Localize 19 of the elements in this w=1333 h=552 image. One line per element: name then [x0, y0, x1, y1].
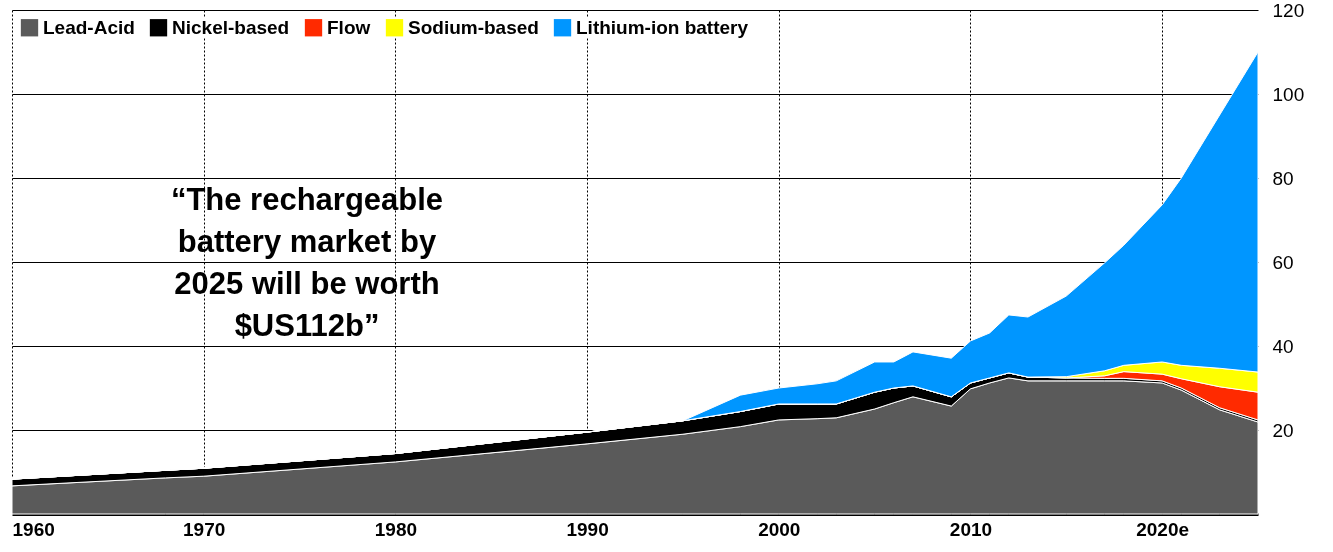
- x-tick-label: 1970: [183, 518, 226, 540]
- legend-label: Lithium-ion battery: [576, 16, 749, 38]
- legend-label: Nickel-based: [172, 16, 290, 38]
- y-tick-label: 100: [1272, 83, 1305, 105]
- legend-label: Sodium-based: [408, 16, 539, 38]
- x-tick-label: 2000: [758, 518, 801, 540]
- y-tick-label: 40: [1272, 335, 1294, 357]
- legend-label: Lead-Acid: [43, 16, 135, 38]
- y-tick-label: 60: [1272, 251, 1294, 273]
- x-tick-label: 2010: [949, 518, 993, 540]
- y-tick-label: 120: [1272, 0, 1305, 21]
- y-tick-label: 80: [1272, 167, 1294, 189]
- x-tick-label: 2020e: [1136, 518, 1190, 540]
- legend-label: Flow: [327, 16, 371, 38]
- x-tick-label: 1960: [12, 518, 55, 540]
- x-tick-label: 1990: [566, 518, 609, 540]
- y-tick-label: 20: [1272, 419, 1294, 441]
- x-tick-label: 1980: [374, 518, 418, 540]
- annotation: “The rechargeable battery market by 2025 will be worth $US112b”: [170, 182, 444, 343]
